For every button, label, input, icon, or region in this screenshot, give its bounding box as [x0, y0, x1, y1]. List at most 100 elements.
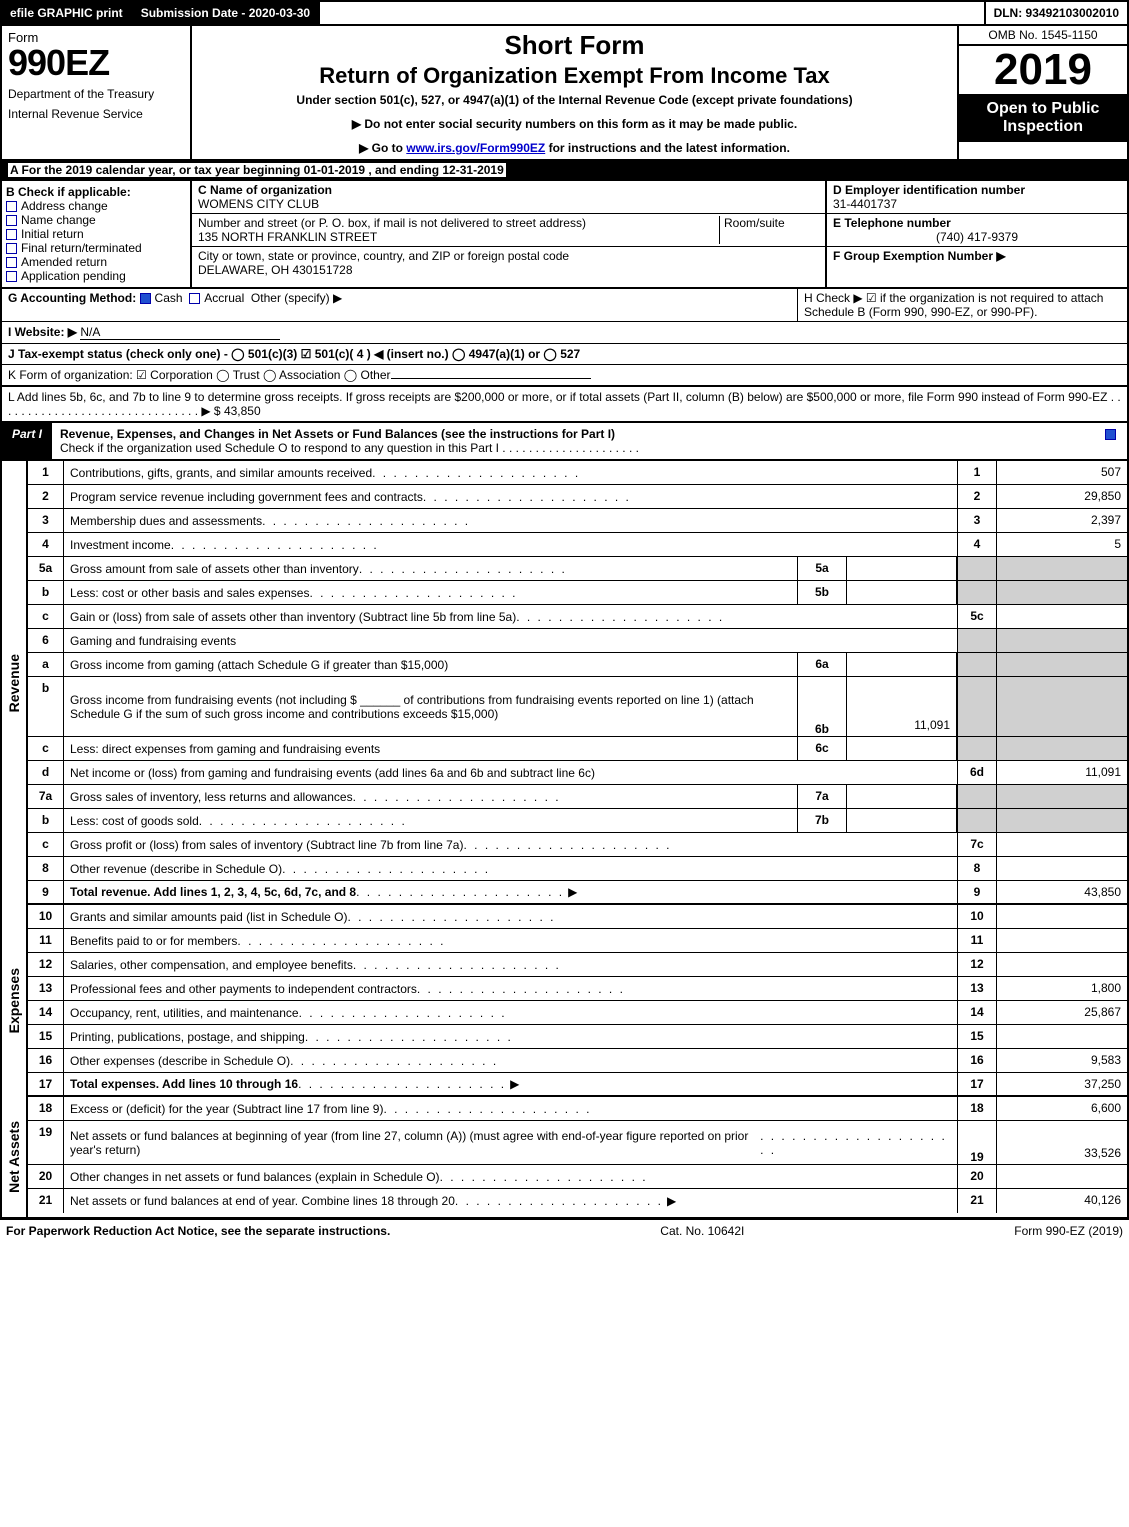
val-6b: 11,091 [847, 677, 957, 736]
c-city-row: City or town, state or province, country… [192, 247, 825, 279]
arrow-icon [663, 1194, 680, 1208]
part1-checkbox[interactable] [1097, 423, 1127, 459]
website-value: N/A [80, 325, 280, 340]
row-6a: aGross income from gaming (attach Schedu… [28, 653, 1127, 677]
row-5a: 5aGross amount from sale of assets other… [28, 557, 1127, 581]
part1-check-line: Check if the organization used Schedule … [60, 441, 1089, 455]
k-text: K Form of organization: ☑ Corporation ◯ … [8, 368, 391, 382]
b-opt-pending[interactable]: Application pending [6, 269, 186, 283]
form-number: 990EZ [8, 45, 184, 81]
val-9: 43,850 [997, 881, 1127, 903]
row-10: 10Grants and similar amounts paid (list … [28, 905, 1127, 929]
col-b: B Check if applicable: Address change Na… [2, 181, 192, 287]
page-footer: For Paperwork Reduction Act Notice, see … [0, 1219, 1129, 1242]
e-tel-label: E Telephone number [833, 216, 1121, 230]
val-8 [997, 857, 1127, 880]
g-label: G Accounting Method: [8, 291, 136, 305]
g-cash-check[interactable] [140, 293, 151, 304]
line-h: H Check ▶ ☑ if the organization is not r… [797, 289, 1127, 321]
row-7a: 7aGross sales of inventory, less returns… [28, 785, 1127, 809]
val-12 [997, 953, 1127, 976]
row-4: 4Investment income45 [28, 533, 1127, 557]
footer-form: Form 990-EZ (2019) [1014, 1224, 1123, 1238]
f-group-label: F Group Exemption Number ▶ [833, 249, 1006, 263]
b-opt-address[interactable]: Address change [6, 199, 186, 213]
j-text: J Tax-exempt status (check only one) - ◯… [8, 347, 580, 361]
footer-left: For Paperwork Reduction Act Notice, see … [6, 1224, 390, 1238]
expenses-side-label: Expenses [2, 905, 28, 1097]
b-opt-name[interactable]: Name change [6, 213, 186, 227]
e-tel-row: E Telephone number (740) 417-9379 [827, 214, 1127, 247]
val-7c [997, 833, 1127, 856]
part1-grid: Revenue 1Contributions, gifts, grants, a… [0, 461, 1129, 1219]
goto-post: for instructions and the latest informat… [545, 141, 790, 155]
row-11: 11Benefits paid to or for members11 [28, 929, 1127, 953]
form-header: Form 990EZ Department of the Treasury In… [0, 26, 1129, 161]
row-7c: cGross profit or (loss) from sales of in… [28, 833, 1127, 857]
b-opt-amended[interactable]: Amended return [6, 255, 186, 269]
val-7a [847, 785, 957, 808]
part1-header: Part I Revenue, Expenses, and Changes in… [0, 423, 1129, 461]
row-20: 20Other changes in net assets or fund ba… [28, 1165, 1127, 1189]
c-addr-label: Number and street (or P. O. box, if mail… [198, 216, 719, 230]
row-16: 16Other expenses (describe in Schedule O… [28, 1049, 1127, 1073]
netassets-side-label: Net Assets [2, 1097, 28, 1217]
submission-date: Submission Date - 2020-03-30 [133, 2, 320, 24]
b-opt-final[interactable]: Final return/terminated [6, 241, 186, 255]
val-16: 9,583 [997, 1049, 1127, 1072]
line-k: K Form of organization: ☑ Corporation ◯ … [0, 365, 1129, 387]
c-name-row: C Name of organization WOMENS CITY CLUB [192, 181, 825, 214]
row-21: 21Net assets or fund balances at end of … [28, 1189, 1127, 1213]
dept-treasury: Department of the Treasury [8, 87, 184, 101]
val-2: 29,850 [997, 485, 1127, 508]
top-bar: efile GRAPHIC print Submission Date - 20… [0, 0, 1129, 26]
row-19: 19Net assets or fund balances at beginni… [28, 1121, 1127, 1165]
col-d: D Employer identification number 31-4401… [827, 181, 1127, 287]
col-c: C Name of organization WOMENS CITY CLUB … [192, 181, 827, 287]
f-group-row: F Group Exemption Number ▶ [827, 247, 1127, 265]
val-11 [997, 929, 1127, 952]
d-ein-label: D Employer identification number [833, 183, 1121, 197]
row-1: 1Contributions, gifts, grants, and simil… [28, 461, 1127, 485]
row-2: 2Program service revenue including gover… [28, 485, 1127, 509]
val-18: 6,600 [997, 1097, 1127, 1120]
subtitle: Under section 501(c), 527, or 4947(a)(1)… [200, 93, 949, 107]
val-17: 37,250 [997, 1073, 1127, 1095]
line-gh: G Accounting Method: Cash Accrual Other … [0, 289, 1129, 322]
row-7b: bLess: cost of goods sold7b [28, 809, 1127, 833]
g-cash: Cash [155, 291, 183, 305]
c-addr-row: Number and street (or P. O. box, if mail… [192, 214, 825, 247]
title-box: Short Form Return of Organization Exempt… [192, 26, 957, 159]
footer-cat: Cat. No. 10642I [390, 1224, 1014, 1238]
val-6d: 11,091 [997, 761, 1127, 784]
val-3: 2,397 [997, 509, 1127, 532]
row-6b: bGross income from fundraising events (n… [28, 677, 1127, 737]
val-20 [997, 1165, 1127, 1188]
val-5a [847, 557, 957, 580]
b-title: B Check if applicable: [6, 185, 186, 199]
val-19: 33,526 [997, 1121, 1127, 1164]
val-7b [847, 809, 957, 832]
val-13: 1,800 [997, 977, 1127, 1000]
efile-print-button[interactable]: efile GRAPHIC print [2, 2, 133, 24]
title-short-form: Short Form [200, 30, 949, 61]
row-5b: bLess: cost or other basis and sales exp… [28, 581, 1127, 605]
dln-label: DLN: 93492103002010 [986, 2, 1127, 24]
part1-title: Revenue, Expenses, and Changes in Net As… [60, 427, 1089, 441]
line-a-text: A For the 2019 calendar year, or tax yea… [8, 163, 506, 177]
part1-label: Part I [2, 423, 52, 459]
g-accrual-check[interactable] [189, 293, 200, 304]
row-13: 13Professional fees and other payments t… [28, 977, 1127, 1001]
section-bcd: B Check if applicable: Address change Na… [0, 181, 1129, 289]
b-opt-initial[interactable]: Initial return [6, 227, 186, 241]
irs-link[interactable]: www.irs.gov/Form990EZ [406, 141, 545, 155]
row-5c: cGain or (loss) from sale of assets othe… [28, 605, 1127, 629]
row-14: 14Occupancy, rent, utilities, and mainte… [28, 1001, 1127, 1025]
year-box: OMB No. 1545-1150 2019 Open to Public In… [957, 26, 1127, 159]
row-6: 6Gaming and fundraising events [28, 629, 1127, 653]
val-4: 5 [997, 533, 1127, 556]
part1-title-box: Revenue, Expenses, and Changes in Net As… [52, 423, 1097, 459]
k-other-line[interactable] [391, 378, 591, 379]
val-1: 507 [997, 461, 1127, 484]
bullet-ssn: ▶ Do not enter social security numbers o… [200, 117, 949, 131]
